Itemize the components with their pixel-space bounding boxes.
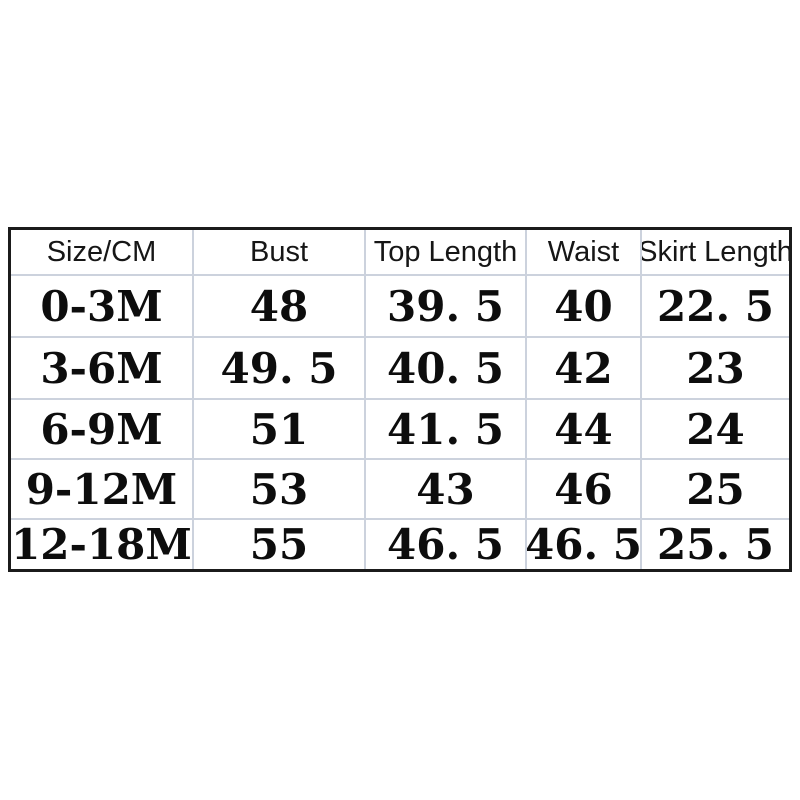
table-cell-size: 9-12M (11, 460, 194, 520)
table-cell-waist: 40 (527, 276, 642, 338)
table-cell-waist: 46. 5 (527, 520, 642, 569)
table-cell-waist: 46 (527, 460, 642, 520)
table-cell-bust: 51 (194, 400, 366, 460)
table-cell-skirt-length: 22. 5 (642, 276, 789, 338)
table-cell-skirt-length: 25. 5 (657, 520, 774, 569)
size-chart-table: Size/CM Bust Top Length Waist Skirt Leng… (8, 227, 792, 572)
table-cell-size: 0-3M (11, 276, 194, 338)
table-cell-size: 3-6M (11, 338, 194, 400)
table-cell-skirt-length: 23 (642, 338, 789, 400)
table-cell-skirt-length: 25 (642, 460, 789, 520)
table-cell-size: 6-9M (11, 400, 194, 460)
column-header-skirt-length: Skirt Length (642, 230, 789, 276)
table-cell-bust: 48 (194, 276, 366, 338)
table-cell-top-length: 40. 5 (366, 338, 527, 400)
table-cell-bust: 53 (194, 460, 366, 520)
table-cell-waist: 42 (527, 338, 642, 400)
table-cell-size: 12-18M (11, 520, 194, 569)
table-cell-top-length: 39. 5 (366, 276, 527, 338)
column-header-bust: Bust (194, 230, 366, 276)
column-header-size: Size/CM (11, 230, 194, 276)
column-header-waist: Waist (527, 230, 642, 276)
table-cell-top-length: 41. 5 (366, 400, 527, 460)
table-cell-bust: 55 (194, 520, 366, 569)
column-header-top-length: Top Length (366, 230, 527, 276)
table-cell-top-length: 43 (366, 460, 527, 520)
table-cell-bust: 49. 5 (194, 338, 366, 400)
table-cell-top-length: 46. 5 (366, 520, 527, 569)
table-cell-waist: 44 (527, 400, 642, 460)
table-cell-skirt-length: 24 (642, 400, 789, 460)
